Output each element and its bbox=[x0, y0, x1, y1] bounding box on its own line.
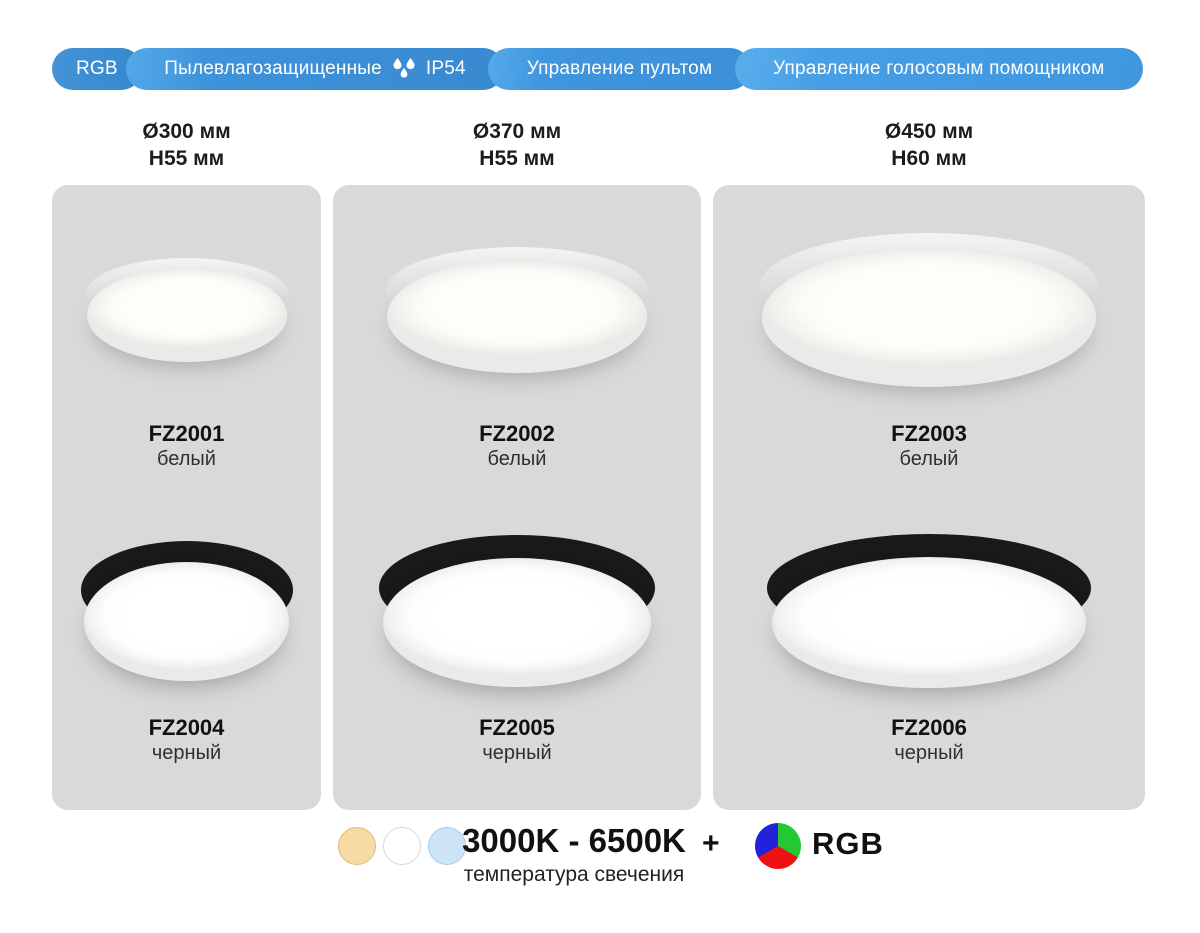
product-card-column-3: FZ2003 белый FZ2006 черный bbox=[713, 185, 1145, 810]
badge-dustproof-ip54[interactable]: Пылевлагозащищенные IP54 bbox=[125, 48, 505, 90]
badge-ip54-label: IP54 bbox=[425, 58, 466, 79]
color-name: черный bbox=[151, 742, 222, 764]
plus-sign: + bbox=[702, 827, 720, 860]
badge-voice-label: Управление голосовым помощником bbox=[773, 58, 1105, 79]
product-label: FZ2006 черный bbox=[891, 715, 967, 771]
diameter-label: Ø450 мм bbox=[884, 120, 974, 143]
lamp-diffuser bbox=[387, 259, 647, 373]
temperature-range: 3000K - 6500K bbox=[462, 822, 686, 859]
height-label: H60 мм bbox=[891, 147, 967, 170]
dimensions-column-1: Ø300 мм H55 мм bbox=[52, 118, 321, 172]
lamp-diffuser bbox=[83, 562, 290, 681]
color-name: белый bbox=[899, 448, 959, 470]
model-number: FZ2001 bbox=[148, 421, 225, 446]
warm-white-swatch bbox=[338, 827, 376, 865]
height-label: H55 мм bbox=[479, 147, 555, 170]
product-card-column-2: FZ2002 белый FZ2005 черный bbox=[333, 185, 701, 810]
diameter-label: Ø300 мм bbox=[142, 120, 231, 143]
model-number: FZ2002 bbox=[479, 421, 555, 446]
product-label: FZ2003 белый bbox=[891, 421, 967, 477]
ceiling-lamp-white-image bbox=[760, 233, 1098, 387]
rgb-legend-label: RGB bbox=[812, 826, 884, 861]
badge-remote-control[interactable]: Управление пультом bbox=[488, 48, 751, 90]
model-number: FZ2006 bbox=[891, 715, 967, 740]
product-photo-fz2001 bbox=[52, 199, 321, 421]
product-photo-fz2005 bbox=[333, 487, 701, 715]
badge-dustproof-label: Пылевлагозащищенные bbox=[164, 58, 382, 79]
diameter-label: Ø370 мм bbox=[472, 120, 562, 143]
model-number: FZ2003 bbox=[891, 421, 967, 446]
color-name: черный bbox=[482, 742, 552, 764]
cool-white-swatch bbox=[428, 827, 466, 865]
height-label: H55 мм bbox=[148, 147, 225, 170]
product-card-column-1: FZ2001 белый FZ2004 черный bbox=[52, 185, 321, 810]
product-label: FZ2004 черный bbox=[149, 715, 225, 771]
model-number: FZ2004 bbox=[148, 715, 225, 740]
product-photo-fz2006 bbox=[713, 487, 1145, 715]
product-label: FZ2002 белый bbox=[479, 421, 555, 477]
ceiling-lamp-white-image bbox=[386, 247, 648, 373]
neutral-white-swatch bbox=[383, 827, 421, 865]
color-temperature-swatches bbox=[338, 827, 466, 865]
ceiling-lamp-black-image bbox=[379, 535, 655, 687]
product-label: FZ2005 черный bbox=[479, 715, 555, 771]
ceiling-lamp-white-image bbox=[85, 258, 288, 362]
ceiling-lamp-black-image bbox=[767, 534, 1091, 688]
dimensions-column-3: Ø450 мм H60 мм bbox=[713, 118, 1145, 172]
dimensions-column-2: Ø370 мм H55 мм bbox=[333, 118, 701, 172]
temperature-legend: 3000K - 6500K температура свечения bbox=[448, 823, 700, 888]
badge-voice-assistant[interactable]: Управление голосовым помощником bbox=[734, 48, 1143, 90]
rgb-wheel-icon bbox=[755, 823, 801, 869]
lamp-diffuser bbox=[761, 248, 1097, 387]
feature-badge-bar: RGB Пылевлагозащищенные IP54 Управление … bbox=[52, 48, 1143, 90]
temperature-caption: температура свечения bbox=[463, 863, 685, 886]
water-drops-icon bbox=[393, 58, 415, 78]
lamp-diffuser bbox=[771, 557, 1087, 688]
product-photo-fz2004 bbox=[52, 487, 321, 715]
lamp-diffuser bbox=[86, 268, 287, 362]
badge-rgb-label: RGB bbox=[76, 58, 118, 79]
color-name: белый bbox=[157, 448, 216, 470]
lamp-diffuser bbox=[383, 557, 651, 687]
product-photo-fz2002 bbox=[333, 199, 701, 421]
model-number: FZ2005 bbox=[479, 715, 555, 740]
color-name: черный bbox=[894, 742, 964, 764]
product-label: FZ2001 белый bbox=[149, 421, 225, 477]
badge-remote-label: Управление пультом bbox=[526, 58, 713, 79]
color-name: белый bbox=[487, 448, 547, 470]
product-photo-fz2003 bbox=[713, 199, 1145, 421]
ceiling-lamp-black-image bbox=[80, 541, 293, 681]
